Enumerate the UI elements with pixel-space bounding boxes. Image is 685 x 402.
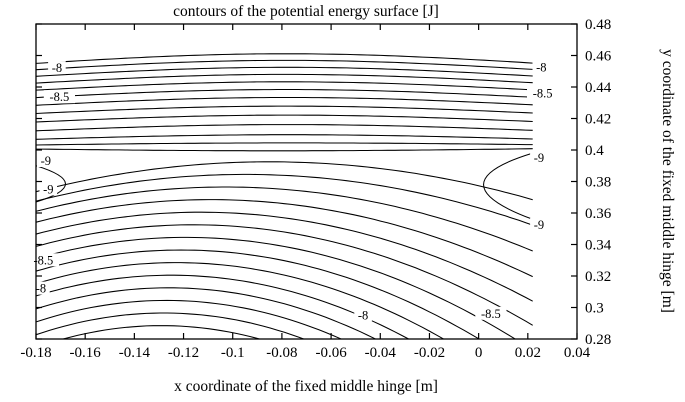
contour-line (36, 236, 517, 339)
contour-label-mask (39, 182, 58, 196)
contour-line (36, 53, 533, 64)
contour-line (36, 274, 410, 339)
contour-label: -8 (358, 308, 368, 322)
contour-label: -9 (43, 182, 53, 196)
y-tick-label: 0.34 (585, 238, 612, 254)
x-tick-label: 0.04 (564, 345, 591, 361)
x-tick-labels-group: -0.18 -0.16 -0.14 -0.12 -0.1 -0.08 -0.06 -0.04 -… (20, 345, 590, 361)
x-tick-label: 0 (475, 345, 483, 361)
contour-label-mask (530, 217, 548, 231)
contour-line (36, 287, 377, 339)
contour-label: -8 (52, 61, 62, 75)
y-tick-label: 0.3 (585, 301, 604, 317)
x-tick-label: -0.08 (266, 345, 297, 361)
y-tick-label: 0.44 (585, 80, 612, 96)
contour-line (36, 142, 533, 146)
contour-line (36, 186, 533, 252)
contour-line (36, 114, 533, 123)
contour-line (36, 165, 66, 203)
contour-line (36, 66, 533, 77)
contour-label: -8 (36, 282, 46, 296)
x-tick-label: -0.06 (315, 345, 347, 361)
contour-lines-group (36, 53, 533, 339)
chart-title: contours of the potential energy surface… (173, 3, 439, 20)
x-tick-label: -0.14 (119, 345, 151, 361)
contour-line (36, 211, 533, 302)
contour-line (36, 134, 533, 140)
contour-label-mask (43, 90, 75, 104)
y-tick-label: 0.48 (585, 17, 611, 33)
y-tick-label: 0.32 (585, 269, 611, 285)
x-tick-label: 0.02 (515, 345, 541, 361)
plot-border (35, 23, 578, 340)
y-tick-label: 0.46 (585, 49, 612, 65)
contour-label: -8.5 (34, 253, 54, 267)
contour-line (36, 59, 533, 71)
y-tick-labels-group: 0.48 0.46 0.44 0.42 0.4 0.38 0.36 0.34 0.32 0.3 0.… (585, 17, 612, 348)
y-tick-label: 0.36 (585, 206, 612, 222)
contour-label-mask (37, 154, 55, 167)
contour-label-mask (475, 306, 507, 320)
y-tick-label: 0.42 (585, 112, 611, 128)
y-tick-label: 0.28 (585, 332, 611, 348)
x-tick-label: -0.1 (221, 345, 245, 361)
contour-line (36, 148, 533, 152)
contour-label: -9 (534, 218, 544, 232)
x-axis-label: x coordinate of the fixed middle hinge [… (174, 378, 438, 395)
contour-line (36, 73, 533, 84)
y-axis-label: y coordinate of the fixed middle hinge [… (659, 49, 676, 313)
contour-line (36, 161, 533, 201)
contour-line (61, 325, 262, 339)
contour-label-mask (532, 60, 551, 74)
contour-line (36, 88, 533, 99)
contour-line (36, 299, 343, 339)
contour-label: -8 (536, 60, 546, 74)
y-tick-label: 0.38 (585, 175, 611, 191)
contour-line (36, 199, 533, 278)
axis-ticks-group (35, 23, 578, 340)
contour-line (36, 262, 445, 339)
contour-label: -9 (41, 154, 51, 168)
contour-line (36, 81, 533, 91)
x-tick-label: -0.18 (20, 345, 51, 361)
contour-label-mask (354, 308, 372, 322)
contour-label: -8.5 (533, 86, 553, 100)
contour-label-mask (527, 86, 559, 100)
contour-label: -8.5 (50, 90, 70, 104)
contour-label-mask (530, 150, 548, 164)
contour-line (36, 105, 533, 115)
contour-label: -8.5 (481, 307, 501, 321)
y-tick-label: 0.4 (585, 143, 604, 159)
contour-label: -9 (534, 151, 544, 165)
x-tick-label: -0.04 (365, 345, 397, 361)
x-tick-label: -0.16 (70, 345, 102, 361)
contour-labels-group: -8 -8 -8.5 -8.5 -9 -9 -9 -9 -8.5 -8 -8 -8.5 (27, 60, 559, 322)
contour-line (36, 224, 533, 326)
contour-line (36, 173, 533, 226)
x-tick-label: -0.02 (414, 345, 445, 361)
contour-line (36, 124, 533, 132)
contour-line (483, 152, 533, 220)
contour-line (36, 312, 306, 339)
x-tick-label: -0.12 (168, 345, 199, 361)
contour-line (36, 96, 533, 106)
contour-line (36, 249, 480, 339)
contour-label-mask (48, 61, 66, 75)
